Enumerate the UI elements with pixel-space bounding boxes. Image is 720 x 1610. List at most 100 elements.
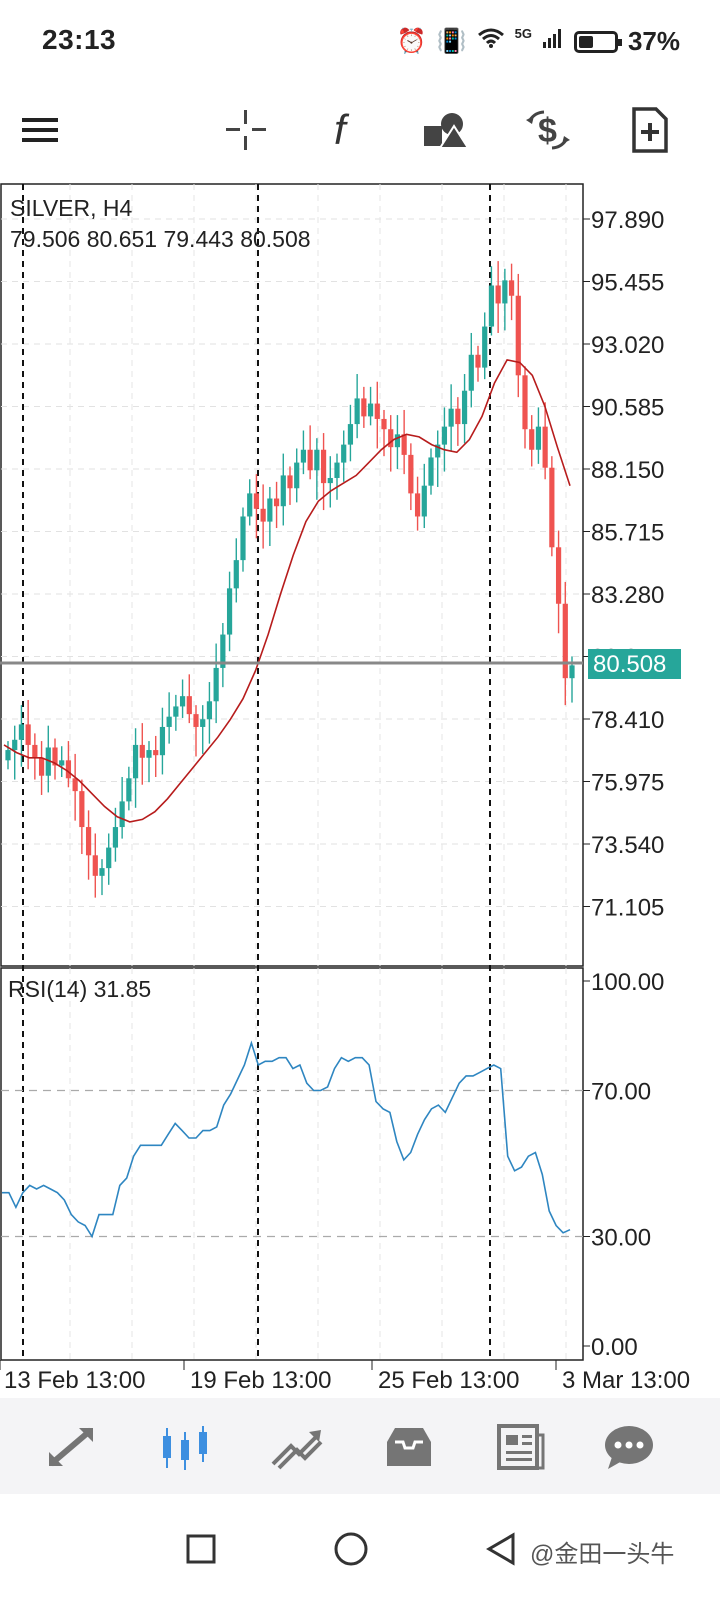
candle-body	[287, 475, 293, 489]
candle-body	[126, 778, 132, 802]
candle-body	[132, 744, 139, 779]
vibrate-icon: 📳	[436, 28, 467, 55]
candle-body	[213, 667, 219, 702]
current-price-badge	[588, 649, 681, 679]
candle-body	[5, 750, 11, 761]
price-tick-label: 73.540	[591, 832, 664, 859]
candle-body	[32, 744, 38, 758]
current-price-text: 80.508	[593, 651, 666, 678]
candle-body	[193, 714, 199, 727]
candle-body	[294, 462, 300, 489]
time-tick-label: 3 Mar 13:00	[562, 1367, 690, 1394]
candle-body	[388, 429, 394, 448]
signal-icon	[542, 27, 564, 56]
candle-body	[341, 444, 347, 463]
home-icon[interactable]	[326, 1524, 376, 1574]
rsi-tick-label: 100.00	[591, 969, 664, 996]
battery-percent: 37%	[627, 26, 680, 56]
candle-body	[408, 454, 414, 494]
price-tick-label: 90.585	[591, 395, 664, 422]
system-nav-bar: @金田一头牛	[0, 1494, 720, 1610]
candle-body	[562, 603, 568, 679]
candle-body	[320, 449, 327, 484]
candle-body	[300, 449, 307, 463]
candle-body	[354, 398, 360, 425]
candle-body	[240, 516, 246, 561]
time-tick-label: 19 Feb 13:00	[190, 1367, 331, 1394]
function-icon[interactable]: f	[314, 98, 378, 162]
candle-body	[515, 295, 521, 376]
candle-body	[495, 285, 501, 304]
rsi-panel-frame	[0, 967, 584, 1361]
candle-body	[99, 868, 105, 876]
chart-canvas[interactable]: 97.890 95.455 93.020 90.585 88.150 85.715 83.2…	[0, 183, 720, 1396]
candle-body	[85, 827, 92, 856]
objects-icon[interactable]	[414, 98, 478, 162]
candle-body	[280, 475, 286, 507]
candle-body	[529, 429, 535, 450]
candle-body	[247, 493, 253, 517]
session-separators	[22, 184, 491, 1360]
candle-body	[112, 827, 119, 848]
chat-icon[interactable]	[594, 1412, 664, 1482]
time-axis: 13 Feb 13:00 19 Feb 13:00 25 Feb 13:00 3 Ma…	[0, 1360, 690, 1394]
candle-body	[153, 750, 159, 756]
candle-body	[522, 375, 528, 430]
price-tick-label: 88.150	[591, 457, 664, 484]
candle-body	[72, 778, 78, 792]
candle-body	[334, 462, 340, 478]
candle-body	[233, 560, 239, 589]
svg-text:$: $	[538, 112, 557, 150]
trade-icon[interactable]	[262, 1412, 332, 1482]
candle-body	[555, 547, 562, 604]
candle-body	[394, 434, 401, 448]
new-order-icon[interactable]	[618, 98, 682, 162]
quotes-icon[interactable]	[36, 1412, 106, 1482]
crosshair-icon[interactable]	[214, 98, 278, 162]
price-tick-label: 75.975	[591, 770, 664, 797]
price-tick-label: 85.715	[591, 520, 664, 547]
rsi-axis: 100.00 70.00 30.00 0.00	[583, 969, 664, 1361]
recents-icon[interactable]	[176, 1524, 226, 1574]
candle-body	[542, 426, 548, 468]
candle-body	[139, 744, 145, 758]
candle-body	[79, 791, 85, 828]
candle-body	[206, 701, 213, 720]
candlesticks	[5, 261, 575, 898]
candle-body	[38, 757, 45, 776]
menu-icon[interactable]	[8, 98, 72, 162]
candle-body	[179, 696, 186, 707]
history-icon[interactable]	[374, 1412, 444, 1482]
ohlc-label: 79.506 80.651 79.443 80.508	[10, 226, 311, 252]
candle-body	[361, 398, 367, 417]
chart-icon[interactable]	[150, 1412, 220, 1482]
candle-body	[267, 498, 273, 522]
candle-body	[428, 457, 434, 486]
candle-body	[159, 726, 166, 756]
candle-body	[314, 449, 320, 471]
alarm-icon: ⏰	[396, 28, 427, 55]
candle-body	[502, 280, 508, 304]
candle-body	[448, 408, 454, 427]
candle-body	[18, 724, 25, 740]
network-label: 5G	[514, 26, 532, 41]
price-axis: 97.890 95.455 93.020 90.585 88.150 85.715 83.2…	[583, 207, 664, 922]
svg-text:f: f	[334, 106, 350, 153]
rsi-label: RSI(14) 31.85	[8, 976, 151, 1002]
back-icon[interactable]	[476, 1524, 526, 1574]
moving-average-line	[3, 358, 571, 823]
candle-body	[435, 444, 441, 458]
candle-body	[12, 739, 18, 751]
news-icon[interactable]	[486, 1412, 556, 1482]
candle-body	[146, 750, 152, 758]
chart-area[interactable]: 97.890 95.455 93.020 90.585 88.150 85.715 83.2…	[0, 183, 720, 1396]
candle-body	[173, 706, 179, 717]
candle-body	[25, 724, 31, 745]
candle-body	[508, 280, 515, 296]
candle-body	[461, 390, 468, 425]
main-panel-frame	[0, 183, 584, 967]
symbols-icon[interactable]: $	[516, 98, 580, 162]
status-bar: 23:13 ⏰ 📳 5G 37%	[0, 0, 720, 84]
candle-body	[45, 747, 51, 776]
candle-body	[220, 634, 226, 668]
